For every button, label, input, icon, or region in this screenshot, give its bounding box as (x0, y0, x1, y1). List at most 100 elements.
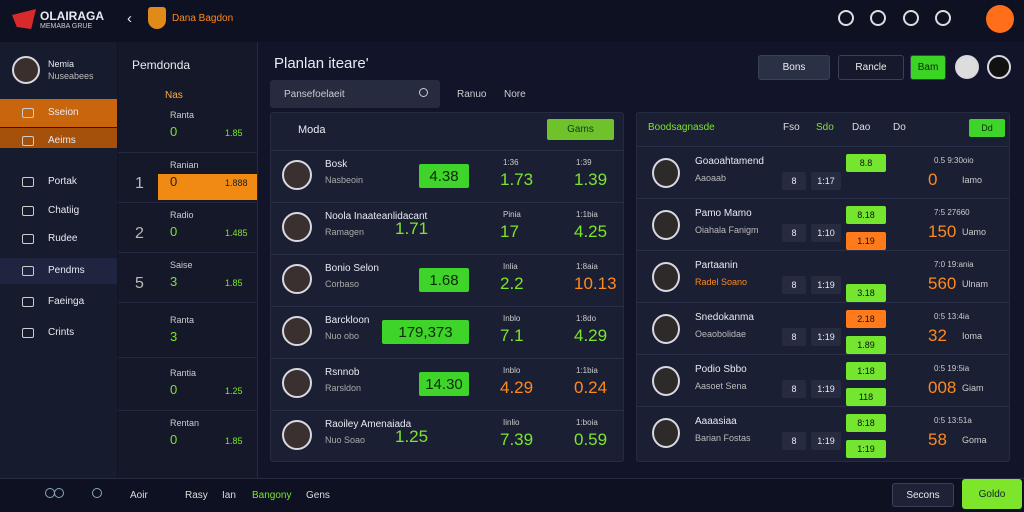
odds-box[interactable]: 1:18 (846, 362, 886, 380)
stat-label: 1:1bia (576, 366, 598, 375)
search-box[interactable] (270, 80, 440, 108)
bottom-item[interactable]: Gens (306, 490, 330, 501)
stat-label: 1:boia (576, 418, 598, 427)
stat-label: 1:8aia (576, 262, 598, 271)
small-box: 1:19 (811, 380, 841, 398)
stat-value: 17 (500, 222, 519, 241)
stat-value: 7.39 (500, 430, 534, 449)
back-button[interactable]: ‹ (127, 10, 132, 27)
team-sub: Nuo obo (325, 331, 360, 341)
nav-item[interactable]: Faeinga (48, 296, 85, 307)
rank: 2 (135, 225, 144, 242)
small-box: 8 (782, 224, 806, 242)
icon-button[interactable] (935, 10, 951, 26)
odds-box[interactable]: 1.89 (846, 336, 886, 354)
team-badge (652, 158, 680, 188)
odds-box[interactable]: 1:19 (846, 440, 886, 458)
divider (118, 202, 258, 203)
column-header: Dao (852, 122, 871, 133)
nav-item[interactable]: Sseion (48, 107, 79, 118)
odds-box[interactable]: 8.8 (846, 154, 886, 172)
stat-big: 58 (928, 430, 947, 449)
team-avatar (282, 160, 312, 190)
nav-item[interactable]: Aeims (48, 135, 76, 146)
divider (637, 406, 1009, 407)
icon-button[interactable] (903, 10, 919, 26)
odds-box[interactable]: 2.18 (846, 310, 886, 328)
bottom-item[interactable]: Bangony (252, 490, 292, 501)
odds-box[interactable]: 4.38 (419, 164, 469, 188)
nav-item[interactable]: Portak (48, 176, 77, 187)
odds-box[interactable]: 14.30 (419, 372, 469, 396)
odds-box[interactable]: 1.68 (419, 268, 469, 292)
logo-icon (12, 9, 36, 29)
header-button[interactable]: Rancle (838, 55, 904, 80)
standings-title: Boodsagnasde (648, 122, 715, 133)
matches-button[interactable]: Gams (547, 119, 614, 140)
small-box: 8 (782, 276, 806, 294)
header-button[interactable]: Bam (910, 55, 946, 80)
nav-item[interactable]: Rudee (48, 233, 78, 244)
stat-label: Iinlio (503, 418, 520, 427)
stat-big: 32 (928, 326, 947, 345)
odds-box[interactable]: 3.18 (846, 284, 886, 302)
list-value: 0 (170, 174, 178, 189)
stat-unit: Goma (962, 435, 987, 445)
small-box: 8 (782, 172, 806, 190)
divider (637, 302, 1009, 303)
list-label: Ranta (170, 110, 195, 120)
nav-item[interactable]: Pendms (48, 265, 85, 276)
list-right: 1.85 (225, 128, 243, 138)
icon-button[interactable] (870, 10, 886, 26)
divider (271, 306, 623, 307)
tab[interactable]: Nore (504, 89, 526, 100)
user-name: Nemia (48, 59, 75, 69)
team-sub: Barian Fostas (695, 433, 751, 443)
column-header: Fso (783, 122, 800, 133)
page-title: Planlan iteare' (274, 55, 369, 72)
list-label: Ranta (170, 315, 195, 325)
odds-box[interactable]: 118 (846, 388, 886, 406)
tab[interactable]: Ranuo (457, 89, 487, 100)
small-box: 1:19 (811, 432, 841, 450)
icon (54, 488, 64, 498)
stat-value: 2.2 (500, 274, 524, 293)
odds-box[interactable]: 8:18 (846, 414, 886, 432)
small-box: 1:19 (811, 276, 841, 294)
list-label: Rentan (170, 418, 200, 428)
bottom-item[interactable]: Ian (222, 490, 236, 501)
stat-big: 560 (928, 274, 957, 293)
column-header: Do (893, 122, 906, 133)
divider (271, 358, 623, 359)
profile-button[interactable] (986, 5, 1014, 33)
bottombar (0, 478, 1024, 512)
divider (271, 410, 623, 411)
list-label: Saise (170, 260, 193, 270)
odds-box[interactable]: 1.19 (846, 232, 886, 250)
team-name: Rsnnob (325, 367, 360, 378)
odds-box[interactable]: 8.18 (846, 206, 886, 224)
stat-label: 1:39 (576, 158, 592, 167)
stat-top: 0:5 13:4ia (934, 312, 970, 321)
matches-title: Moda (298, 124, 326, 136)
header-button[interactable]: Bons (758, 55, 830, 80)
stat-value: 0.24 (574, 378, 608, 397)
nav-item[interactable]: Chatiig (48, 205, 80, 216)
avatar (987, 55, 1011, 79)
icon-button[interactable] (838, 10, 854, 26)
standings-button[interactable]: Dd (969, 119, 1005, 137)
nav-icon (22, 266, 34, 276)
nav-item[interactable]: Crints (48, 327, 75, 338)
stat-value: 4.29 (574, 326, 608, 345)
stat-value: 0.59 (574, 430, 608, 449)
divider (118, 410, 258, 411)
nav-icon (22, 297, 34, 307)
bottom-button[interactable]: Goldo (962, 479, 1022, 509)
bottom-item[interactable]: Aoir (130, 490, 148, 501)
list-value: 0 (170, 224, 178, 239)
bottom-item[interactable]: Rasy (185, 490, 208, 501)
stat-top: 7:5 27660 (934, 208, 970, 217)
odds-box[interactable]: 179,373 (382, 320, 469, 344)
bottom-button[interactable]: Secons (892, 483, 954, 507)
user-sub: Nuseabees (48, 71, 94, 81)
